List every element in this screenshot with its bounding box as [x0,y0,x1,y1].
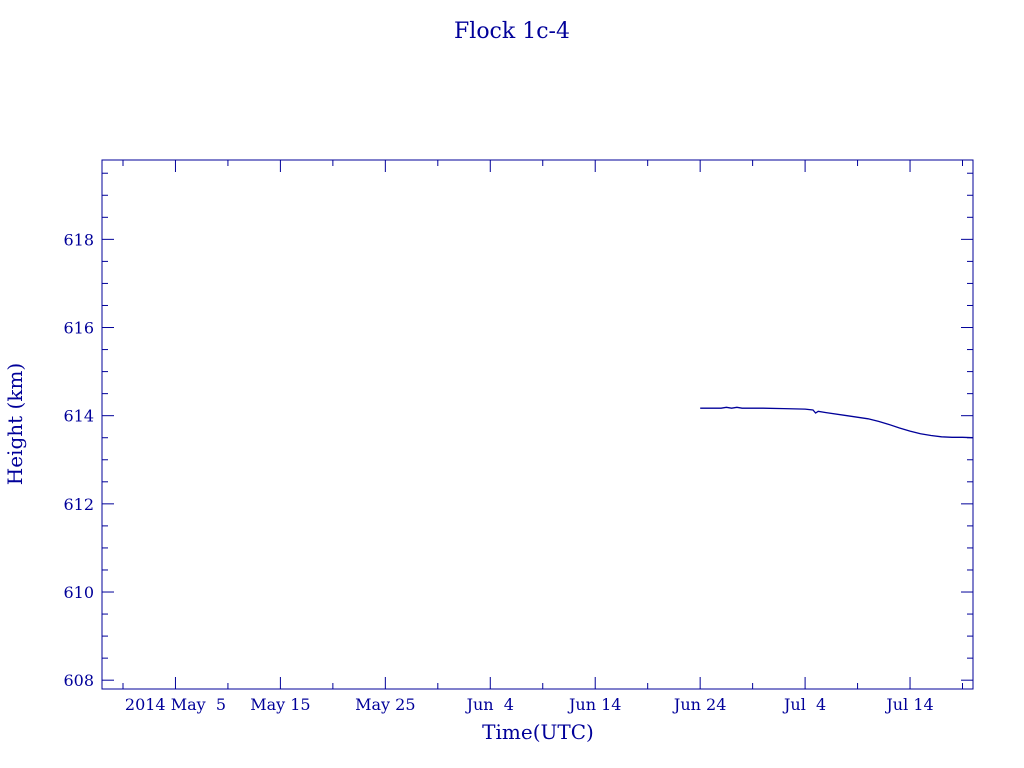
y-tick-label: 608 [63,671,94,690]
y-tick-label: 616 [63,319,94,338]
x-tick-label: Jul 4 [782,695,826,714]
tick-marks [102,160,973,689]
x-tick-label: Jun 4 [465,695,514,714]
y-tick-label: 614 [63,407,94,426]
x-axis-label: Time(UTC) [482,720,594,744]
x-tick-label: Jun 14 [567,695,621,714]
chart-title: Flock 1c-4 [454,19,570,44]
x-tick-label: 2014 May 5 [125,695,226,714]
x-tick-label: May 25 [355,695,415,714]
tick-labels: 2014 May 5 May 15 May 25 Jun 4 Jun 14 Jun 24 J… [63,230,933,714]
y-tick-label: 612 [63,495,94,514]
y-tick-label: 610 [63,583,94,602]
x-tick-label: Jun 24 [672,695,726,714]
y-axis-label: Height (km) [3,363,27,485]
series-layer [700,406,974,439]
y-tick-label: 618 [63,230,94,249]
plot-frame [101,159,974,690]
x-tick-label: May 15 [250,695,310,714]
series-line [700,406,974,439]
x-tick-label: Jul 14 [884,695,933,714]
